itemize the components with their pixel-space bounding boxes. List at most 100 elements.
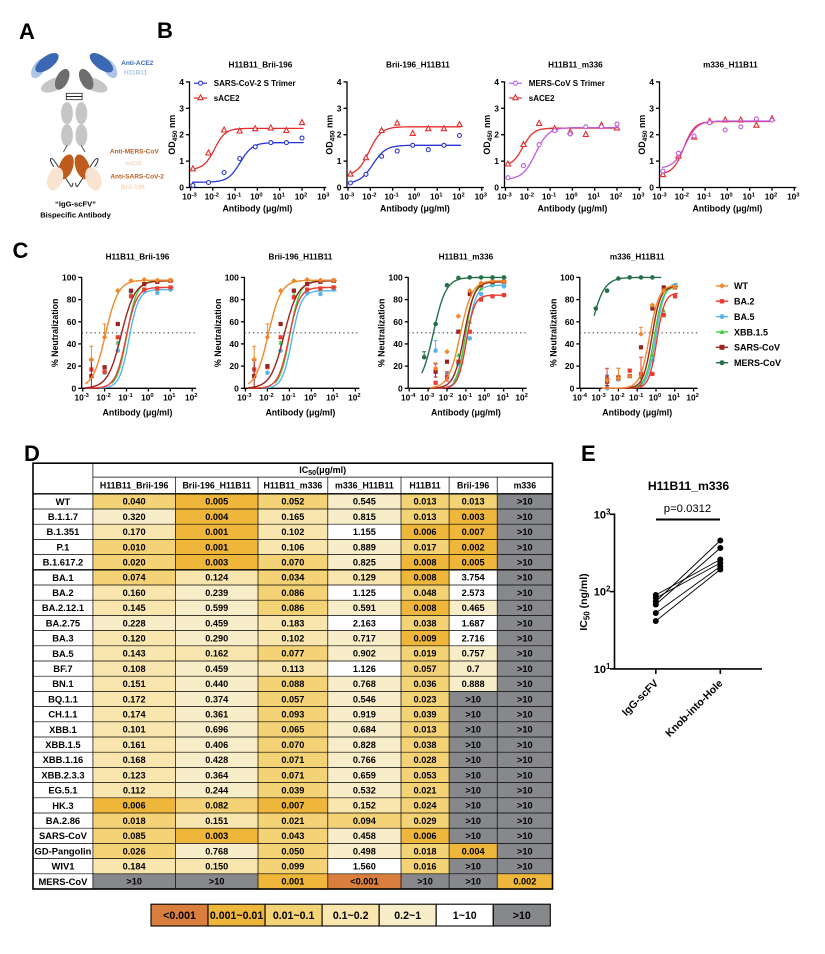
svg-text:100: 100 [250, 192, 262, 202]
svg-text:0.151: 0.151 [123, 679, 146, 689]
svg-text:60: 60 [67, 317, 77, 327]
svg-text:>10: >10 [417, 877, 433, 887]
svg-text:10-2: 10-2 [675, 192, 689, 202]
svg-text:100: 100 [389, 272, 403, 282]
svg-text:BA.2: BA.2 [734, 297, 755, 307]
svg-text:XBB.2.3.3: XBB.2.3.3 [41, 769, 84, 780]
svg-text:0.120: 0.120 [123, 634, 146, 644]
svg-text:m336: m336 [514, 481, 537, 491]
svg-text:>10: >10 [517, 664, 533, 674]
svg-text:0.085: 0.085 [123, 831, 146, 841]
svg-text:80: 80 [229, 295, 239, 305]
svg-text:0.038: 0.038 [414, 618, 437, 628]
svg-text:“IgG-scFV”: “IgG-scFV” [55, 200, 96, 209]
svg-text:0.888: 0.888 [462, 679, 485, 689]
svg-text:>10: >10 [517, 740, 533, 750]
svg-text:10-2: 10-2 [610, 392, 624, 402]
svg-text:0.006: 0.006 [123, 801, 146, 811]
svg-text:1~10: 1~10 [453, 910, 477, 922]
svg-text:0.162: 0.162 [205, 649, 228, 659]
svg-text:0.440: 0.440 [205, 679, 228, 689]
svg-text:>10: >10 [517, 558, 533, 568]
svg-text:>10: >10 [465, 710, 481, 720]
svg-text:10-3: 10-3 [591, 392, 606, 402]
svg-text:BA.2: BA.2 [52, 587, 73, 598]
svg-text:0.023: 0.023 [414, 694, 437, 704]
svg-text:10-1: 10-1 [118, 392, 133, 402]
svg-text:BN.1: BN.1 [52, 678, 73, 689]
svg-text:103: 103 [632, 192, 645, 202]
svg-text:0.086: 0.086 [281, 588, 304, 598]
svg-text:Brii-196: Brii-196 [121, 184, 145, 191]
svg-text:0.768: 0.768 [205, 846, 228, 856]
svg-text:Antibody (μg/ml): Antibody (μg/ml) [103, 408, 173, 418]
svg-text:102: 102 [515, 392, 527, 402]
svg-text:0.001~0.01: 0.001~0.01 [210, 910, 263, 922]
svg-text:0.039: 0.039 [281, 786, 304, 796]
svg-text:H11B11_Brii-196: H11B11_Brii-196 [229, 60, 293, 69]
svg-text:100: 100 [225, 272, 239, 282]
svg-text:0.815: 0.815 [353, 512, 376, 522]
svg-text:>10: >10 [513, 910, 531, 922]
svg-text:101: 101 [430, 192, 443, 202]
svg-text:60: 60 [229, 317, 239, 327]
svg-text:H11B11_m336: H11B11_m336 [548, 60, 603, 69]
svg-text:103: 103 [317, 192, 330, 202]
svg-text:0.038: 0.038 [414, 740, 437, 750]
svg-text:0.026: 0.026 [123, 846, 146, 856]
svg-text:0.077: 0.077 [281, 649, 304, 659]
svg-text:0.828: 0.828 [353, 740, 376, 750]
svg-text:OD450 nm: OD450 nm [637, 115, 649, 155]
svg-text:2.573: 2.573 [462, 588, 485, 598]
svg-text:20: 20 [67, 361, 77, 371]
svg-text:BQ.1.1: BQ.1.1 [48, 693, 78, 704]
svg-text:0.016: 0.016 [414, 862, 437, 872]
svg-text:0.029: 0.029 [414, 816, 437, 826]
svg-text:0.099: 0.099 [281, 862, 304, 872]
svg-text:0.065: 0.065 [281, 725, 304, 735]
svg-text:EG.5.1: EG.5.1 [48, 785, 77, 796]
svg-text:0.050: 0.050 [281, 846, 304, 856]
svg-text:0.184: 0.184 [123, 862, 147, 872]
svg-text:0.465: 0.465 [462, 603, 485, 613]
svg-text:0.599: 0.599 [205, 603, 228, 613]
svg-text:>10: >10 [517, 846, 533, 856]
svg-text:Brii-196_H11B11: Brii-196_H11B11 [386, 60, 450, 69]
svg-text:SARS-CoV-2 S Trimer: SARS-CoV-2 S Trimer [214, 79, 296, 88]
svg-text:0.004: 0.004 [205, 512, 229, 522]
svg-text:B.1.617.2: B.1.617.2 [43, 557, 84, 568]
svg-text:4: 4 [649, 77, 654, 87]
svg-text:IC50(μg/ml): IC50(μg/ml) [299, 465, 346, 477]
svg-text:GD-Pangolin: GD-Pangolin [35, 845, 92, 856]
svg-text:0.053: 0.053 [414, 770, 437, 780]
svg-text:0.766: 0.766 [353, 755, 376, 765]
svg-text:10-2: 10-2 [520, 192, 534, 202]
svg-text:MERS-CoV S Trimer: MERS-CoV S Trimer [529, 79, 605, 88]
svg-text:>10: >10 [517, 603, 533, 613]
svg-text:0.003: 0.003 [462, 512, 485, 522]
svg-text:0.106: 0.106 [281, 542, 304, 552]
svg-text:101: 101 [668, 392, 681, 402]
svg-text:C: C [13, 238, 29, 263]
svg-text:102: 102 [185, 392, 197, 402]
svg-text:CH.1.1: CH.1.1 [48, 709, 77, 720]
svg-text:0.108: 0.108 [123, 664, 146, 674]
svg-text:100: 100 [304, 392, 316, 402]
svg-text:% Neutralization: % Neutralization [213, 299, 223, 367]
svg-text:10-3: 10-3 [182, 192, 197, 202]
svg-text:10-2: 10-2 [205, 192, 219, 202]
svg-text:0.001: 0.001 [205, 527, 228, 537]
svg-text:>10: >10 [126, 877, 142, 887]
svg-text:>10: >10 [517, 634, 533, 644]
svg-text:0.102: 0.102 [281, 634, 304, 644]
svg-text:Anti-SARS-CoV-2: Anti-SARS-CoV-2 [110, 173, 164, 180]
svg-text:1: 1 [649, 156, 654, 166]
svg-text:0.093: 0.093 [281, 710, 304, 720]
svg-text:0.902: 0.902 [353, 649, 376, 659]
svg-text:0.039: 0.039 [414, 710, 437, 720]
svg-text:1: 1 [337, 156, 342, 166]
svg-text:>10: >10 [465, 862, 481, 872]
svg-text:0.124: 0.124 [205, 573, 229, 583]
svg-text:>10: >10 [517, 694, 533, 704]
svg-text:2: 2 [494, 130, 499, 140]
